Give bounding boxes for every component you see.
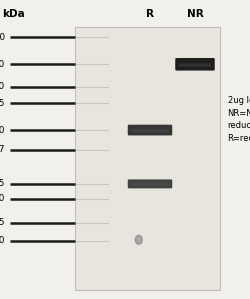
FancyBboxPatch shape bbox=[179, 63, 211, 67]
Text: 150: 150 bbox=[0, 60, 5, 69]
FancyBboxPatch shape bbox=[128, 125, 172, 135]
Text: NR: NR bbox=[186, 10, 204, 19]
Bar bbox=[75, 27, 220, 290]
Text: 25: 25 bbox=[0, 179, 5, 188]
FancyBboxPatch shape bbox=[128, 179, 172, 188]
Text: 250: 250 bbox=[0, 33, 5, 42]
Ellipse shape bbox=[135, 235, 142, 244]
Text: 20: 20 bbox=[0, 194, 5, 203]
Text: 10: 10 bbox=[0, 236, 5, 245]
Text: 15: 15 bbox=[0, 218, 5, 227]
Text: kDa: kDa bbox=[2, 10, 25, 19]
Text: 50: 50 bbox=[0, 126, 5, 135]
Text: 2ug loading
NR=Non-
reduced
R=reduced: 2ug loading NR=Non- reduced R=reduced bbox=[228, 96, 250, 143]
Text: 75: 75 bbox=[0, 99, 5, 108]
Text: 37: 37 bbox=[0, 145, 5, 154]
Text: R: R bbox=[146, 10, 154, 19]
FancyBboxPatch shape bbox=[132, 183, 168, 186]
FancyBboxPatch shape bbox=[132, 129, 168, 132]
FancyBboxPatch shape bbox=[175, 58, 215, 71]
Text: 100: 100 bbox=[0, 82, 5, 91]
